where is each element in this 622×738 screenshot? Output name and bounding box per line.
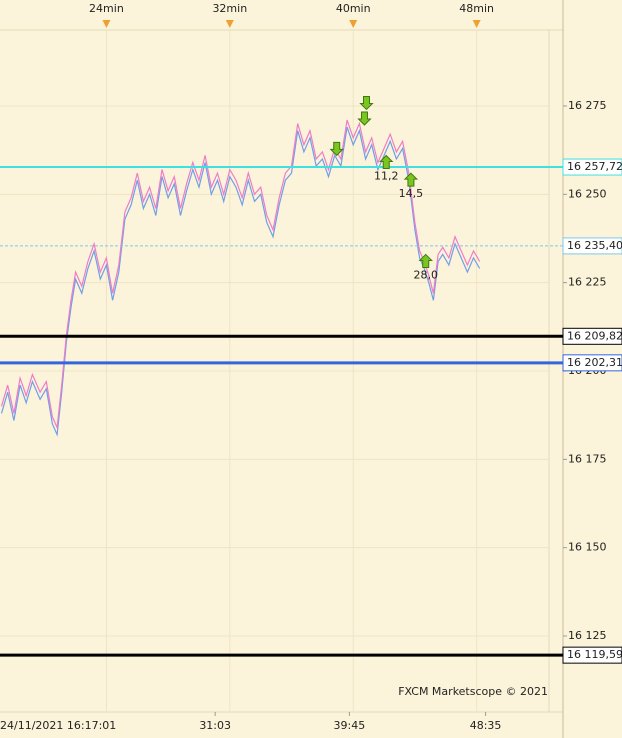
signal-arrow: [357, 111, 372, 126]
signal-arrow: [359, 95, 374, 111]
y-tick-label: 16 250: [568, 187, 607, 200]
top-x-tick-label: 24min: [89, 2, 124, 15]
signal-arrow: [418, 253, 433, 268]
y-tick-label: 16 150: [568, 541, 607, 554]
x-tick-label: 39:45: [334, 719, 366, 732]
y-tick-label: 16 125: [568, 629, 607, 642]
watermark: FXCM Marketscope © 2021: [398, 685, 548, 698]
level-label-box: [562, 158, 622, 176]
signal-arrow: [403, 172, 419, 187]
top-x-tick-label: 40min: [336, 2, 371, 15]
level-label: 16 235,40: [567, 239, 622, 252]
signal-label: 28,0: [413, 268, 438, 281]
x-tick-marker: [102, 20, 111, 28]
level-label: 16 257,72: [567, 160, 622, 173]
top-x-tick-label: 48min: [459, 2, 494, 15]
level-label: 16 119,59: [567, 648, 622, 661]
x-tick-marker: [225, 20, 234, 28]
x-tick-marker: [472, 20, 481, 28]
y-tick-label: 16 275: [568, 99, 607, 112]
level-label-box: [562, 237, 622, 255]
level-label-box: [562, 646, 622, 664]
level-label-box: [562, 327, 622, 345]
signal-label: 14,5: [399, 187, 424, 200]
level-label-box: [562, 354, 622, 372]
x-tick-label: 31:03: [199, 719, 231, 732]
top-x-tick-label: 32min: [212, 2, 247, 15]
signal-arrow: [329, 141, 344, 157]
level-label: 16 202,31: [567, 356, 622, 369]
signal-arrow: [379, 154, 394, 170]
price-line: [0, 127, 481, 437]
level-label: 16 209,82: [567, 329, 622, 342]
x-tick-marker: [349, 20, 358, 28]
price-line: [0, 119, 481, 430]
x-tick-label: 48:35: [470, 719, 502, 732]
y-tick-label: 16 175: [568, 452, 607, 465]
signal-label: 11,2: [374, 170, 399, 183]
y-tick-label: 16 225: [568, 276, 607, 289]
x-tick-label: 24/11/2021 16:17:01: [0, 719, 116, 732]
